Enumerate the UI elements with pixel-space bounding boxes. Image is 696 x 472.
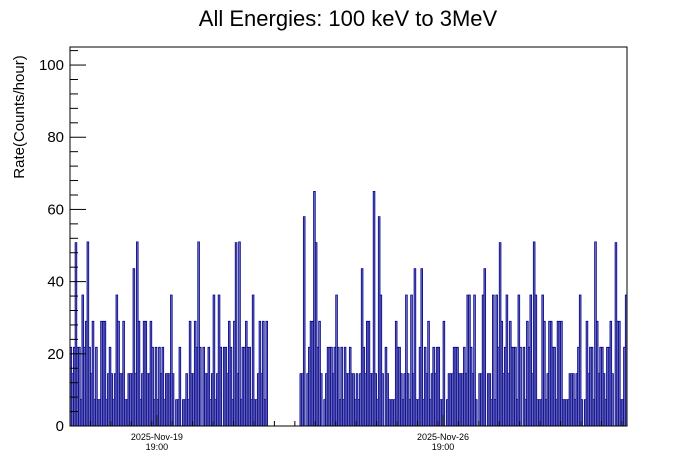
x-tick-label-date: 2025-Nov-26 [417, 432, 469, 442]
y-tick-label: 40 [47, 274, 64, 291]
y-axis-label: Rate(Counts/hour) [11, 55, 28, 178]
histogram-bars [69, 190, 628, 427]
y-axis: 0 20 40 60 80 100 [39, 50, 86, 435]
histogram-series [69, 190, 628, 427]
x-tick-label-time: 19:00 [146, 442, 169, 452]
y-tick-label: 80 [47, 129, 64, 146]
y-tick-label: 100 [39, 57, 64, 74]
y-tick-label: 20 [47, 346, 64, 363]
x-tick-label-date: 2025-Nov-19 [131, 432, 183, 442]
plot-frame [69, 46, 628, 427]
x-tick-label-time: 19:00 [432, 442, 455, 452]
y-tick-label: 0 [56, 418, 64, 435]
y-tick-label: 60 [47, 201, 64, 218]
chart-title: All Energies: 100 keV to 3MeV [199, 6, 498, 31]
